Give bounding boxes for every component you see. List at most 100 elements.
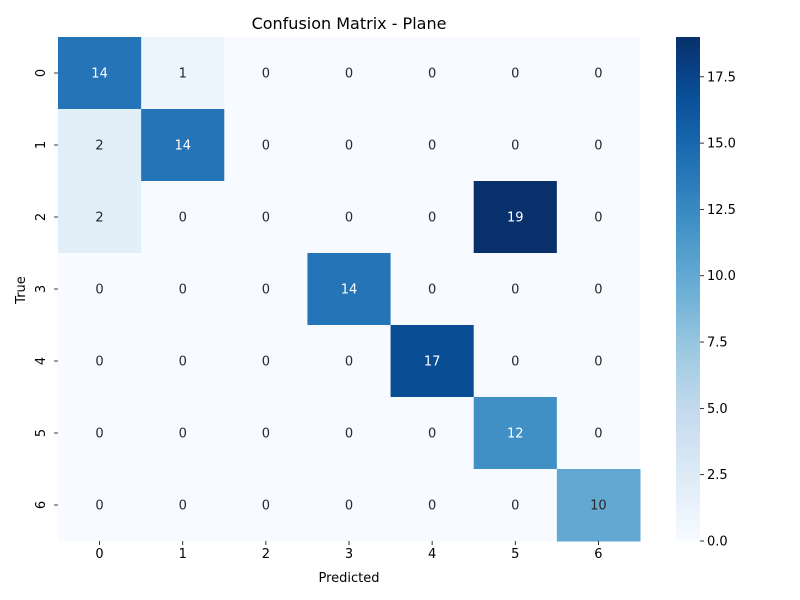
- cell-value-label: 0: [262, 427, 270, 442]
- x-tick-label: 2: [262, 547, 270, 562]
- cell-value-label: 0: [511, 67, 519, 82]
- y-tick-label: 2: [34, 213, 49, 221]
- colorbar-tick-label: 5.0: [707, 402, 728, 417]
- cell-value-label: 0: [345, 499, 353, 514]
- cell-value-label: 0: [262, 499, 270, 514]
- heatmap-cell: [141, 109, 225, 182]
- cell-value-label: 0: [179, 211, 187, 226]
- heatmap-cell: [390, 325, 475, 398]
- y-tick-label: 0: [34, 69, 49, 77]
- cell-value-label: 0: [179, 283, 187, 298]
- heatmap-cell: [473, 37, 558, 110]
- cell-value-label: 0: [345, 427, 353, 442]
- heatmap-cell: [556, 109, 641, 182]
- cell-value-label: 0: [345, 211, 353, 226]
- cell-value-label: 0: [511, 355, 519, 370]
- cell-value-label: 10: [590, 499, 607, 514]
- cell-value-label: 0: [345, 355, 353, 370]
- cell-value-label: 17: [424, 355, 441, 370]
- cell-value-label: 2: [95, 139, 103, 154]
- cell-value-label: 0: [428, 427, 436, 442]
- heatmap-cell: [58, 109, 142, 182]
- cell-value-label: 0: [594, 67, 602, 82]
- heatmap-cell: [556, 325, 641, 398]
- heatmap-cell: [556, 469, 641, 542]
- cell-value-label: 0: [511, 139, 519, 154]
- cell-value-label: 0: [511, 499, 519, 514]
- heatmap-cell: [141, 325, 225, 398]
- cell-value-label: 0: [345, 139, 353, 154]
- heatmap-cell: [473, 397, 558, 470]
- heatmap-cell: [58, 181, 142, 254]
- chart-title: Confusion Matrix - Plane: [252, 14, 447, 33]
- heatmap-cell: [141, 253, 225, 326]
- cell-value-label: 2: [95, 211, 103, 226]
- heatmap-cell: [390, 397, 475, 470]
- cell-value-label: 0: [262, 355, 270, 370]
- cell-value-label: 0: [179, 427, 187, 442]
- heatmap-cell: [556, 37, 641, 110]
- heatmap-cell: [224, 397, 308, 470]
- heatmap-cell: [307, 37, 392, 110]
- heatmap-cell: [307, 109, 392, 182]
- y-tick-label: 4: [34, 357, 49, 365]
- y-axis: 0 1 2 3 4 5 6: [34, 69, 58, 509]
- heatmap-cell: [58, 253, 142, 326]
- cell-value-label: 0: [428, 499, 436, 514]
- cell-value-label: 12: [507, 427, 524, 442]
- heatmap-cell: [141, 37, 225, 110]
- cell-value-label: 0: [594, 211, 602, 226]
- y-tick-label: 1: [34, 141, 49, 149]
- heatmap-cell: [58, 37, 142, 110]
- x-axis-label: Predicted: [318, 571, 379, 586]
- x-tick-label: 3: [345, 547, 353, 562]
- x-tick-label: 1: [179, 547, 187, 562]
- colorbar-gradient: [676, 37, 700, 541]
- colorbar-tick-label: 0.0: [707, 535, 728, 550]
- cell-value-label: 0: [345, 67, 353, 82]
- heatmap-cell: [307, 397, 392, 470]
- x-axis: 0 1 2 3 4 5 6: [95, 541, 603, 562]
- cell-value-label: 0: [594, 427, 602, 442]
- colorbar-tick-label: 12.5: [707, 203, 736, 218]
- cell-value-label: 0: [262, 283, 270, 298]
- cell-value-label: 0: [428, 139, 436, 154]
- heatmap-cell: [141, 181, 225, 254]
- heatmap-cell: [58, 397, 142, 470]
- heatmap-cell: [390, 253, 475, 326]
- heatmap-cell: [224, 37, 308, 110]
- cell-value-label: 0: [428, 67, 436, 82]
- colorbar-tick-label: 17.5: [707, 70, 736, 85]
- heatmap-cell: [556, 181, 641, 254]
- x-tick-label: 5: [511, 547, 519, 562]
- x-tick-label: 6: [594, 547, 602, 562]
- cell-value-label: 0: [95, 355, 103, 370]
- heatmap-cell: [141, 397, 225, 470]
- cell-value-label: 14: [174, 139, 191, 154]
- colorbar-tick-label: 10.0: [707, 269, 736, 284]
- y-axis-label: True: [14, 276, 29, 305]
- heatmap-cell: [224, 253, 308, 326]
- cell-value-label: 0: [179, 355, 187, 370]
- heatmap-cell: [473, 325, 558, 398]
- heatmap-cell: [224, 325, 308, 398]
- cell-value-label: 19: [507, 211, 524, 226]
- cell-value-label: 0: [428, 283, 436, 298]
- cell-value-label: 0: [511, 283, 519, 298]
- heatmap-cell: [390, 109, 475, 182]
- x-tick-label: 4: [428, 547, 436, 562]
- heatmap-cell: [224, 181, 308, 254]
- cell-value-label: 1: [179, 67, 187, 82]
- cell-value-label: 0: [95, 499, 103, 514]
- cell-value-label: 0: [594, 355, 602, 370]
- heatmap-cell: [556, 397, 641, 470]
- heatmap-cell: [224, 469, 308, 542]
- colorbar: 0.0 2.5 5.0 7.5 10.0 12.5 15.0 17.5: [676, 37, 736, 550]
- y-tick-label: 5: [34, 429, 49, 437]
- x-tick-label: 0: [95, 547, 103, 562]
- cell-value-label: 0: [428, 211, 436, 226]
- y-tick-label: 3: [34, 285, 49, 293]
- heatmap-cell: [58, 325, 142, 398]
- y-tick-label: 6: [34, 501, 49, 509]
